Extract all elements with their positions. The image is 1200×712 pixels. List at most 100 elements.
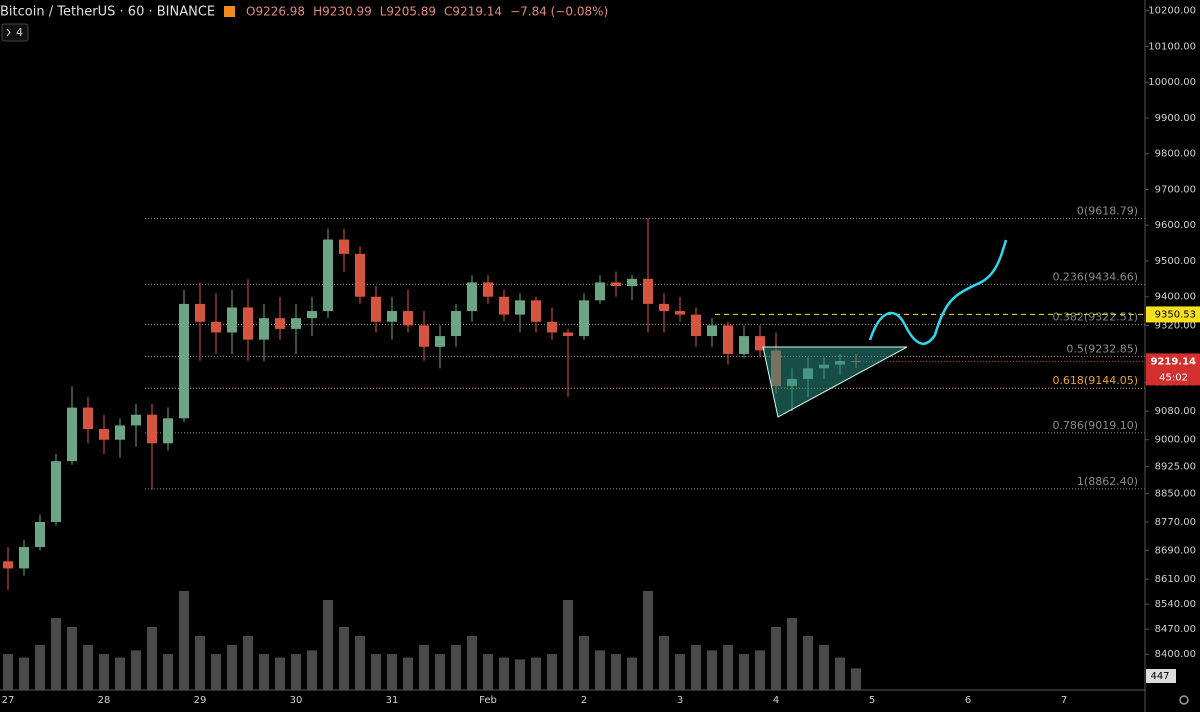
x-tick-label: 30 bbox=[290, 695, 303, 706]
volume-bar bbox=[147, 627, 157, 690]
candle-body bbox=[755, 336, 765, 351]
y-tick-label: 10000.00 bbox=[1148, 77, 1196, 88]
candle-body bbox=[739, 336, 749, 354]
volume-bar bbox=[755, 650, 765, 690]
fib-label: 0(9618.79) bbox=[1077, 205, 1138, 218]
candle-body bbox=[115, 425, 125, 440]
candle-body bbox=[643, 278, 653, 304]
x-tick-label: 2 bbox=[581, 695, 587, 706]
candle-body bbox=[547, 321, 557, 333]
candle-body bbox=[611, 282, 621, 287]
volume-bar bbox=[131, 650, 141, 690]
price-badge bbox=[1146, 353, 1200, 386]
fib-label: 0.618(9144.05) bbox=[1052, 374, 1138, 387]
y-tick-label: 8925.00 bbox=[1155, 462, 1196, 473]
volume-badge bbox=[1146, 669, 1176, 683]
volume-bar bbox=[355, 636, 365, 690]
candle-body bbox=[179, 303, 189, 419]
indicator-count: 4 bbox=[16, 26, 23, 39]
candle-body bbox=[515, 300, 525, 315]
candle-body bbox=[627, 278, 637, 287]
volume-bar bbox=[387, 654, 397, 690]
candle-body bbox=[371, 296, 381, 322]
y-tick-label: 10100.00 bbox=[1148, 41, 1196, 52]
candle-body bbox=[291, 318, 301, 329]
volume-bar bbox=[371, 654, 381, 690]
candle-body bbox=[163, 418, 173, 444]
candle-body bbox=[307, 311, 317, 319]
candle-body bbox=[707, 325, 717, 337]
projection-curve bbox=[868, 239, 1008, 345]
ohlc-value: −7.84 (−0.08%) bbox=[510, 5, 608, 19]
candle-body bbox=[675, 311, 685, 315]
price-axis: 10200.00 10100.00 10000.00 9900.00 9800.00 97… bbox=[2, 6, 1200, 706]
y-tick-label: 9080.00 bbox=[1155, 406, 1196, 417]
volume-bar bbox=[83, 645, 93, 690]
x-tick-label: 27 bbox=[2, 695, 15, 706]
y-tick-label: 9000.00 bbox=[1155, 435, 1196, 446]
fib-label: 0.236(9434.66) bbox=[1052, 270, 1138, 283]
fib-label: 0.786(9019.10) bbox=[1052, 419, 1138, 432]
candle-body bbox=[579, 300, 589, 337]
fib-label: 0.382(9322.51) bbox=[1052, 310, 1138, 323]
volume-bar bbox=[67, 627, 77, 690]
x-tick-label: 28 bbox=[98, 695, 111, 706]
volume-bar bbox=[435, 654, 445, 690]
candle-body bbox=[531, 300, 541, 322]
chart-title: Bitcoin / TetherUS · 60 · BINANCE bbox=[0, 5, 215, 20]
alert-label: 9350.53 bbox=[1155, 309, 1196, 320]
y-tick-label: 9800.00 bbox=[1155, 149, 1196, 160]
y-tick-label: 9600.00 bbox=[1155, 220, 1196, 231]
x-tick-label: 7 bbox=[1061, 695, 1067, 706]
volume-bar bbox=[723, 645, 733, 690]
candle-body bbox=[275, 318, 285, 329]
fib-layer: 0(9618.79) 0.236(9434.66) 0.382(9322.51) 0.… bbox=[145, 205, 1145, 490]
volume-bar bbox=[419, 645, 429, 690]
x-tick-label: 29 bbox=[194, 695, 207, 706]
y-tick-label: 8850.00 bbox=[1155, 488, 1196, 499]
volume-bar bbox=[195, 636, 205, 690]
candle-body bbox=[483, 282, 493, 297]
x-tick-label: 31 bbox=[386, 695, 399, 706]
settings-icon[interactable] bbox=[1179, 695, 1189, 705]
volume-bar bbox=[835, 657, 845, 690]
y-tick-label: 8690.00 bbox=[1155, 546, 1196, 557]
x-tick-label: 4 bbox=[773, 695, 779, 706]
candle-body bbox=[499, 296, 509, 315]
candle-body bbox=[67, 407, 77, 462]
indicator-toggle[interactable] bbox=[1, 23, 29, 42]
y-tick-label: 8540.00 bbox=[1155, 599, 1196, 610]
candle-body bbox=[243, 307, 253, 340]
volume-bar bbox=[19, 657, 29, 690]
volume-bar bbox=[499, 657, 509, 690]
candle-body bbox=[691, 314, 701, 337]
volume-bar bbox=[179, 591, 189, 690]
volume-bar bbox=[531, 657, 541, 690]
volume-bar bbox=[595, 650, 605, 690]
candle-body bbox=[99, 429, 109, 440]
ohlc-value: L9205.89 bbox=[380, 5, 436, 19]
candle-body bbox=[323, 239, 333, 312]
volume-bar bbox=[547, 654, 557, 690]
volume-bar bbox=[707, 650, 717, 690]
volume-bar bbox=[659, 636, 669, 690]
y-tick-label: 9500.00 bbox=[1155, 256, 1196, 267]
volume-bar bbox=[611, 654, 621, 690]
candle-body bbox=[3, 561, 13, 569]
volume-bar bbox=[115, 657, 125, 690]
flag-icon[interactable] bbox=[224, 6, 235, 17]
volume-bar bbox=[259, 654, 269, 690]
volume-bar bbox=[227, 645, 237, 690]
volume-bar bbox=[483, 654, 493, 690]
volume-bar bbox=[771, 627, 781, 690]
candle-body bbox=[467, 282, 477, 312]
y-tick-label: 8610.00 bbox=[1155, 574, 1196, 585]
y-tick-label: 9400.00 bbox=[1155, 292, 1196, 303]
volume-bar bbox=[323, 600, 333, 690]
y-tick-label: 8770.00 bbox=[1155, 517, 1196, 528]
volume-bar bbox=[307, 650, 317, 690]
candle-body bbox=[659, 303, 669, 312]
x-tick-label: 3 bbox=[677, 695, 683, 706]
candle-body bbox=[451, 311, 461, 337]
